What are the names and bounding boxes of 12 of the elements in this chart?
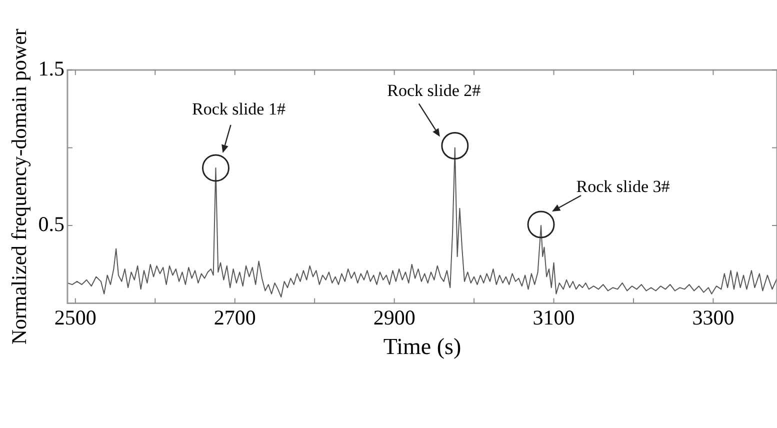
annotation: Rock slide 1# [192,99,286,118]
x-tick-label: 2500 [54,305,96,330]
y-axis-title: Normalized frequency-domain power [7,28,32,345]
y-tick-label: 1.5 [38,56,64,81]
x-tick-label: 2700 [214,305,256,330]
x-tick-label: 3300 [692,305,734,330]
x-tick-label: 3100 [532,305,575,330]
annotation: Rock slide 2# [387,81,482,100]
y-tick-label: 0.5 [38,212,64,236]
x-axis-title: Time (s) [383,334,462,360]
x-tick-label: 2900 [373,305,416,330]
annotation: Rock slide 3# [576,176,670,196]
